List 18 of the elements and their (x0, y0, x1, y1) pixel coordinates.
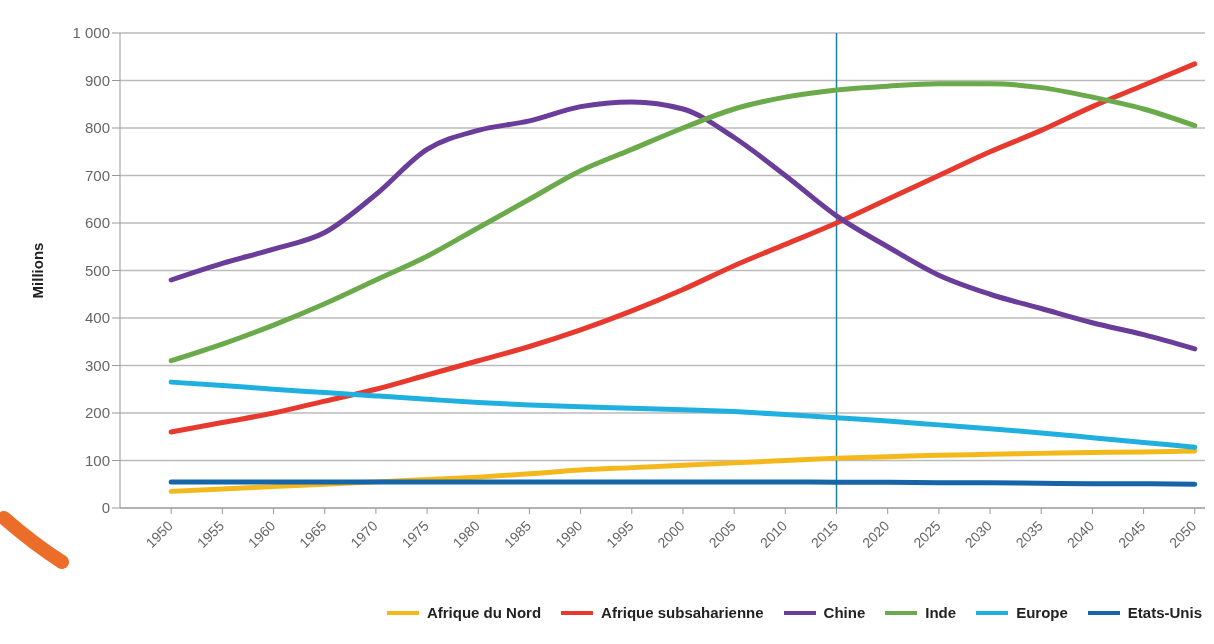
legend-label: Chine (823, 604, 866, 621)
y-tick-label: 900 (84, 71, 110, 89)
y-tick-label: 1 000 (72, 24, 110, 42)
y-tick-label: 100 (84, 451, 110, 469)
y-tick-label: 800 (84, 119, 110, 137)
legend-label: Europe (1016, 604, 1068, 621)
y-axis-title: Millions (29, 242, 47, 299)
legend-label: Inde (925, 604, 957, 621)
y-tick-label: 700 (84, 166, 110, 184)
y-tick-label: 400 (84, 309, 110, 327)
y-tick-label: 500 (84, 261, 110, 279)
y-tick-label: 0 (101, 499, 110, 517)
legend-label: Afrique du Nord (426, 604, 542, 621)
legend-label: Afrique subsaharienne (601, 604, 764, 621)
y-tick-label: 200 (84, 404, 110, 422)
y-tick-label: 600 (84, 214, 110, 232)
legend-label: Etats-Unis (1127, 604, 1202, 621)
y-tick-label: 300 (84, 356, 110, 374)
